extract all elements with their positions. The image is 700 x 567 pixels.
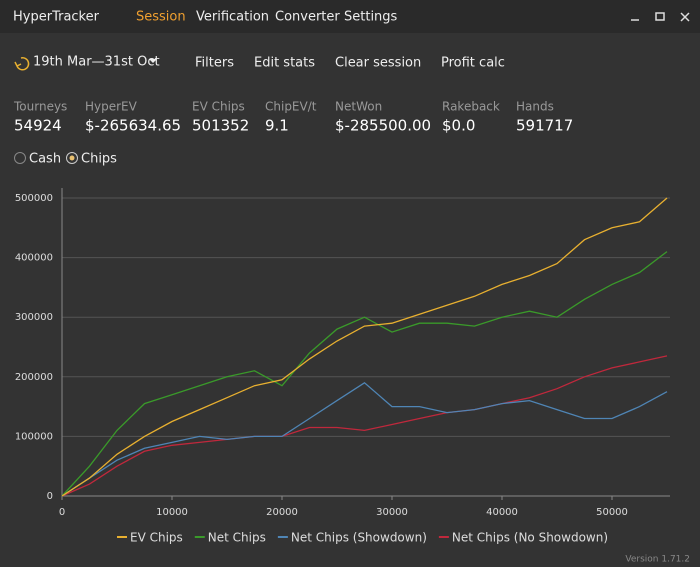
- window-controls: [631, 12, 690, 22]
- dropdown-arrow[interactable]: [149, 59, 157, 63]
- legend-label: EV Chips: [130, 531, 183, 545]
- x-tick-label: 0: [59, 507, 65, 518]
- x-tick-label: 10000: [156, 507, 188, 518]
- stats: Tourneys 54924 HyperEV $-265634.65 EV Chips 5…: [13, 100, 573, 135]
- maximize-button[interactable]: [655, 12, 665, 21]
- title-bar: [0, 0, 700, 33]
- series-line: [61, 251, 668, 497]
- date-range[interactable]: 19th Mar—31st Oct: [33, 55, 160, 70]
- close-button[interactable]: [680, 12, 690, 22]
- stat-label: Rakeback: [442, 100, 500, 114]
- radio-button[interactable]: [14, 152, 26, 164]
- y-tick-label: 200000: [15, 372, 53, 383]
- radio-label[interactable]: Cash: [29, 152, 61, 167]
- x-tick-label: 50000: [596, 507, 628, 518]
- stat-label: HyperEV: [85, 100, 138, 114]
- y-tick-label: 300000: [15, 312, 53, 323]
- button[interactable]: Edit stats: [254, 56, 315, 71]
- x-tick-label: 20000: [266, 507, 298, 518]
- stat-value: $0.0: [442, 117, 475, 135]
- button[interactable]: Filters: [195, 56, 234, 71]
- stat-value: 591717: [516, 117, 573, 135]
- radio-label[interactable]: Chips: [81, 152, 117, 167]
- y-tick-label: 500000: [15, 193, 53, 204]
- y-tick-label: 0: [47, 491, 53, 502]
- menu-item[interactable]: Session: [136, 10, 186, 25]
- stat-value: 9.1: [265, 117, 289, 135]
- series-line: [61, 355, 668, 497]
- refresh-icon[interactable]: [14, 57, 30, 71]
- menu-item[interactable]: Settings: [344, 10, 398, 25]
- stat-label: EV Chips: [192, 100, 245, 114]
- stat-value: 501352: [192, 117, 249, 135]
- stat-value: $-285500.00: [335, 117, 431, 135]
- menu-item[interactable]: Verification: [196, 10, 269, 25]
- series-line: [61, 197, 668, 497]
- button[interactable]: Clear session: [335, 56, 421, 71]
- button[interactable]: Profit calc: [441, 56, 505, 71]
- radio-selected-dot: [69, 155, 75, 161]
- stat-value: 54924: [14, 117, 62, 135]
- y-tick-label: 100000: [15, 431, 53, 442]
- series-line: [61, 381, 668, 497]
- x-tick-label: 40000: [486, 507, 518, 518]
- legend-label: Net Chips: [208, 531, 266, 545]
- chart: 0 100000 200000 300000 400000 500000 0 10000 200…: [15, 188, 670, 545]
- app-title: HyperTracker: [13, 10, 100, 25]
- stat-value: $-265634.65: [85, 117, 181, 135]
- stat-label: ChipEV/t: [265, 100, 317, 114]
- stat-label: NetWon: [335, 100, 382, 114]
- x-tick-label: 30000: [376, 507, 408, 518]
- legend-label: Net Chips (Showdown): [291, 531, 427, 545]
- version: Version 1.71.2: [625, 555, 690, 565]
- radio-button[interactable]: [66, 152, 78, 164]
- stat-label: Tourneys: [13, 100, 67, 114]
- stat-label: Hands: [516, 100, 554, 114]
- y-tick-label: 400000: [15, 253, 53, 264]
- menu-item[interactable]: Converter: [275, 10, 340, 25]
- legend-label: Net Chips (No Showdown): [452, 531, 608, 545]
